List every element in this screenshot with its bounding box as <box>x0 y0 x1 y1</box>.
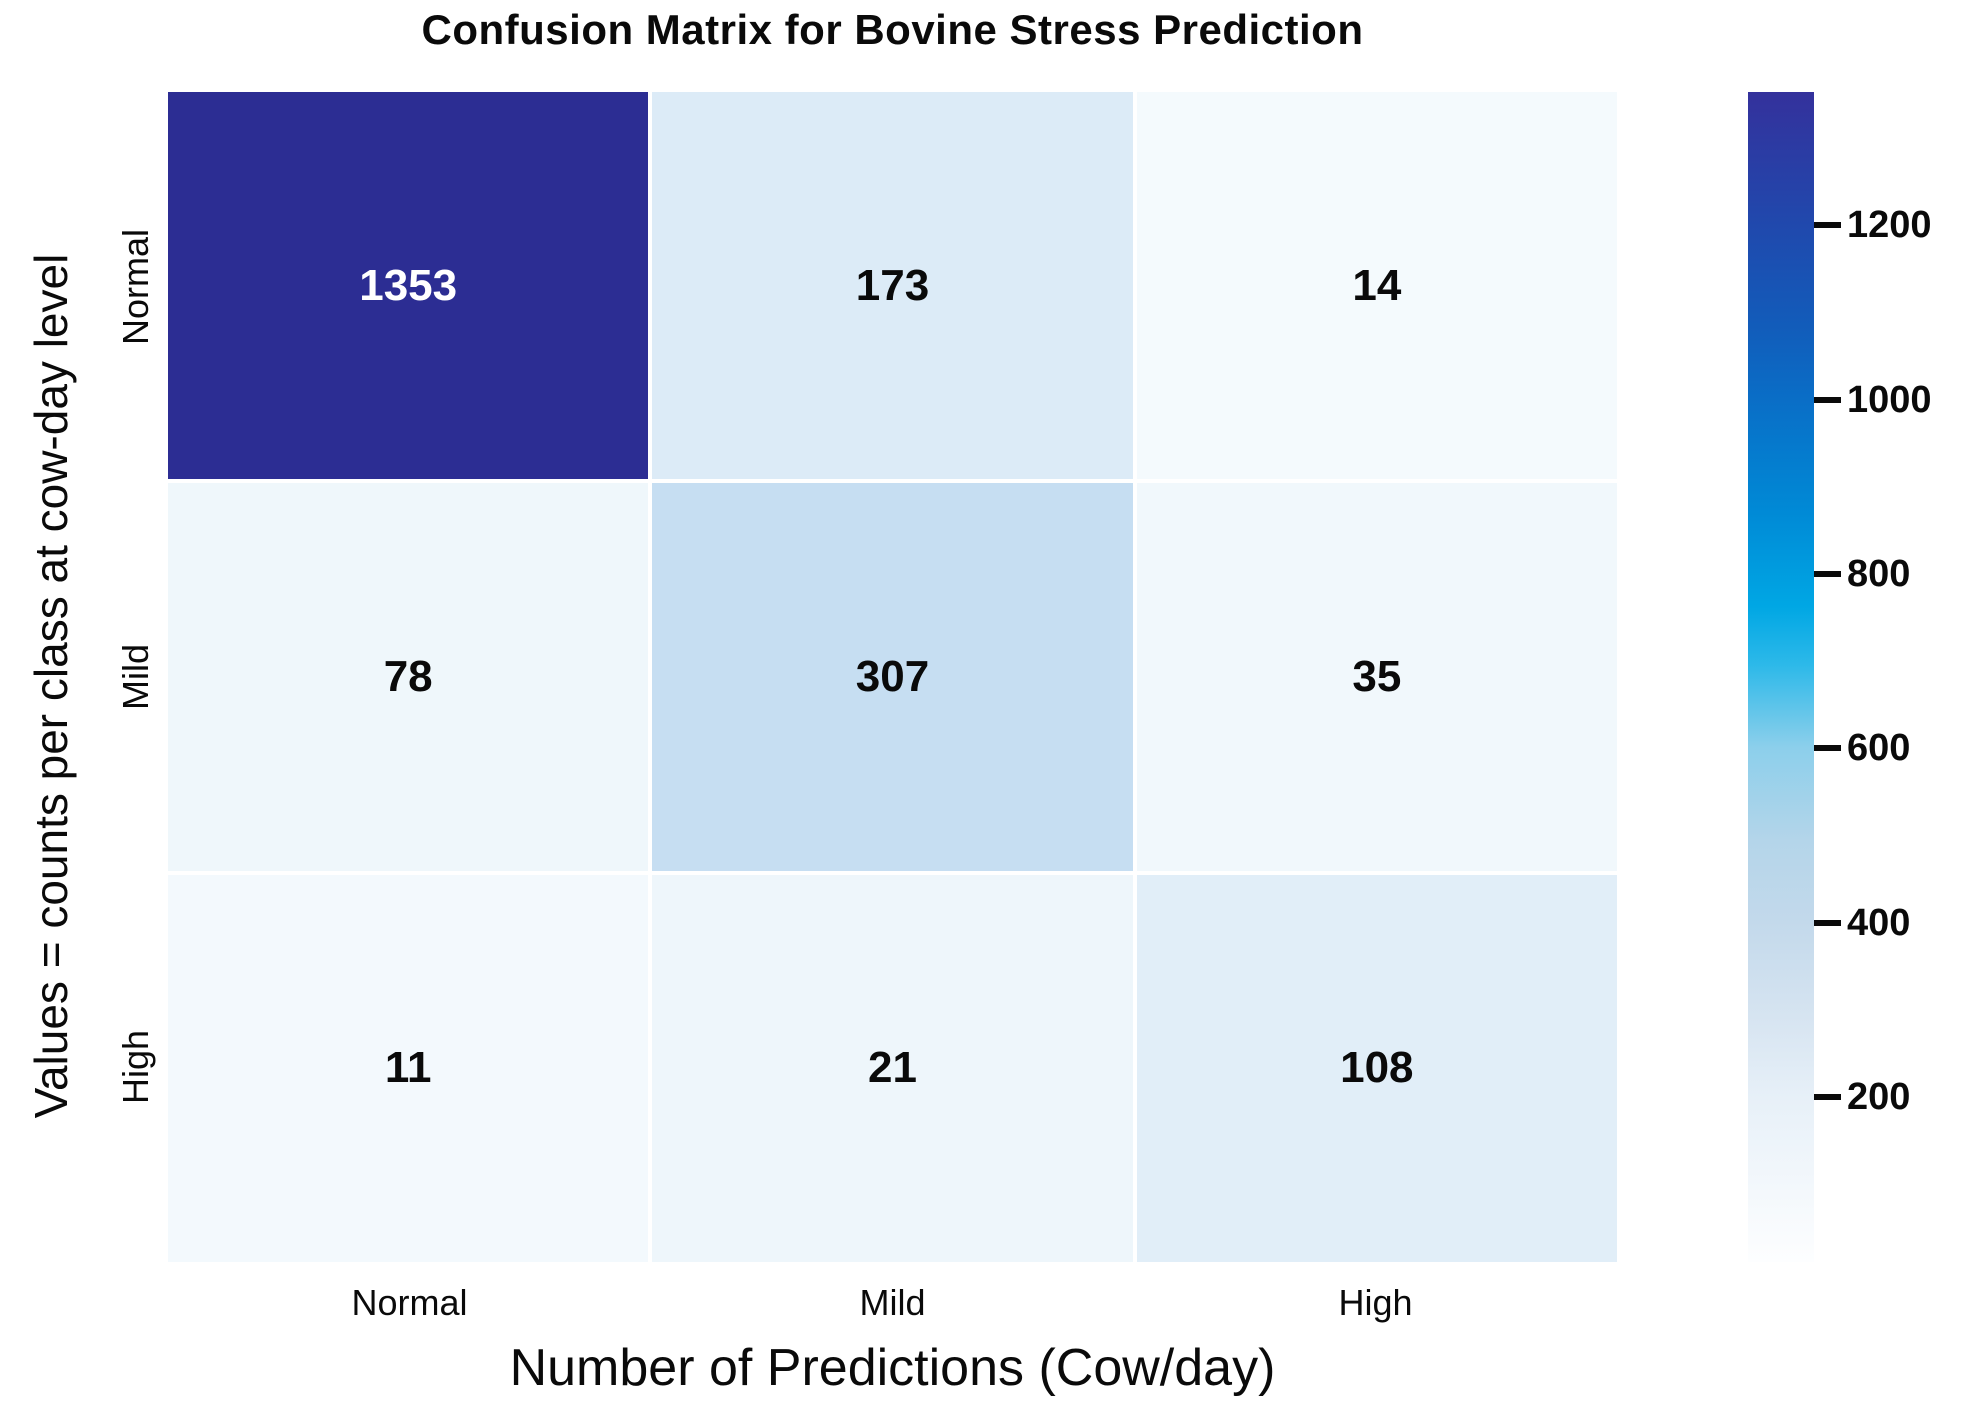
colorbar-tick-mark <box>1814 571 1841 578</box>
colorbar-tick-label: 1000 <box>1847 378 1932 421</box>
x-tick-label-normal: Normal <box>351 1282 468 1323</box>
colorbar-tick-label: 800 <box>1847 553 1911 596</box>
heatmap-cell-normal-mild: 173 <box>652 92 1133 480</box>
y-axis-title: Values = counts per class at cow-day lev… <box>25 253 77 1119</box>
colorbar-tick-mark <box>1814 745 1841 752</box>
heatmap-cell-high-high: 108 <box>1136 874 1617 1262</box>
y-tick-label-high: High <box>115 1029 156 1105</box>
colorbar-tick-mark <box>1814 919 1841 926</box>
heatmap-cell-normal-high: 14 <box>1136 92 1617 480</box>
y-tick-label-mild: Mild <box>115 644 156 711</box>
x-axis-title: Number of Predictions (Cow/day) <box>509 1339 1276 1397</box>
heatmap-cell-mild-mild: 307 <box>652 483 1133 871</box>
colorbar-tick-label: 600 <box>1847 727 1911 770</box>
colorbar-gradient <box>1748 92 1814 1262</box>
heatmap-cell-normal-normal: 1353 <box>168 92 649 480</box>
colorbar-tick-label: 400 <box>1847 901 1911 944</box>
heatmap-cell-mild-normal: 78 <box>168 483 649 871</box>
y-tick-label-normal: Normal <box>115 229 156 346</box>
x-tick-label-mild: Mild <box>859 1282 926 1323</box>
heatmap-cell-high-normal: 11 <box>168 874 649 1262</box>
chart-title: Confusion Matrix for Bovine Stress Predi… <box>421 6 1364 53</box>
x-tick-label-high: High <box>1338 1282 1413 1323</box>
colorbar-tick-label: 200 <box>1847 1076 1911 1119</box>
colorbar-tick-mark <box>1814 222 1841 229</box>
colorbar-tick-mark <box>1814 1094 1841 1101</box>
heatmap-cell-high-mild: 21 <box>652 874 1133 1262</box>
heatmap-cell-mild-high: 35 <box>1136 483 1617 871</box>
heatmap-grid: 1353 173 14 78 307 35 11 21 108 <box>168 92 1617 1262</box>
colorbar-tick-mark <box>1814 396 1841 403</box>
colorbar-tick-label: 1200 <box>1847 204 1932 247</box>
